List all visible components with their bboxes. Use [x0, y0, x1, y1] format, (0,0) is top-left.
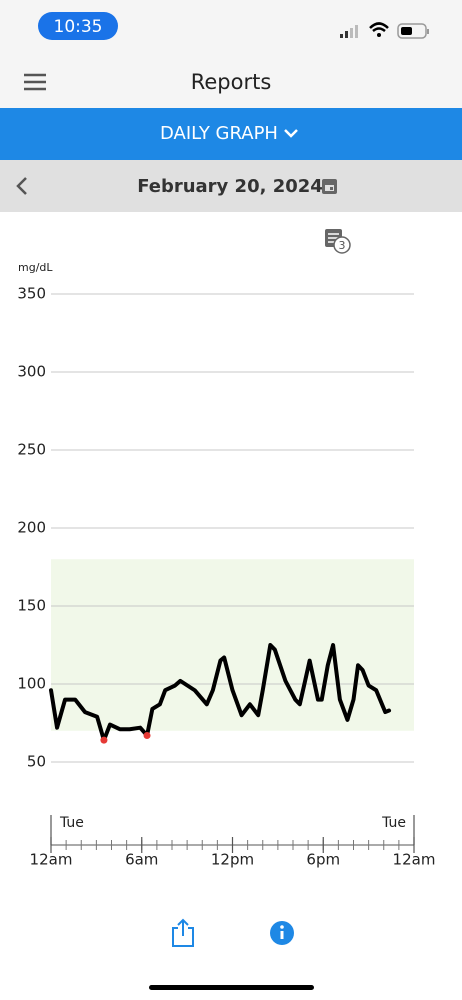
day-label: Tue — [59, 815, 84, 831]
time-pill — [38, 12, 118, 40]
menu-button[interactable] — [24, 73, 46, 91]
status-icons — [340, 22, 429, 39]
calendar-button[interactable] — [322, 179, 337, 194]
tab-label[interactable]: DAILY GRAPH — [160, 123, 278, 144]
x-tick-label: 6am — [125, 851, 158, 869]
glucose-line — [49, 643, 392, 743]
tab-chevron[interactable] — [284, 129, 298, 138]
status-time: 10:35 — [54, 17, 103, 37]
low-reading — [100, 736, 108, 744]
x-tick-label: 6pm — [306, 851, 340, 869]
date-bar — [0, 160, 462, 212]
y-tick-label: 150 — [17, 597, 46, 615]
y-axis-label: mg/dL — [18, 261, 53, 274]
share-button[interactable] — [172, 918, 194, 947]
y-tick-label: 300 — [17, 363, 46, 381]
plot: 50 100 150 200 250 300 350 12am 6am 12pm 6pm 12am Tu… — [17, 285, 435, 869]
info-button[interactable] — [270, 921, 294, 945]
home-indicator — [149, 985, 314, 990]
page-title: Reports — [191, 70, 272, 94]
tab-bar[interactable] — [0, 108, 462, 160]
y-tick-label: 100 — [17, 675, 46, 693]
target-range — [51, 559, 414, 731]
y-tick-label: 200 — [17, 519, 46, 537]
x-tick-label: 12pm — [211, 851, 254, 869]
x-tick-label: 12am — [30, 851, 73, 869]
y-tick-label: 50 — [27, 753, 46, 771]
low-reading — [143, 731, 151, 739]
y-tick-label: 350 — [17, 285, 46, 303]
notes-badge: 3 — [339, 239, 346, 252]
x-tick-label: 12am — [393, 851, 436, 869]
prev-day-button[interactable] — [16, 177, 27, 195]
notes-button[interactable]: 3 — [325, 229, 351, 254]
date-label: February 20, 2024 — [137, 176, 323, 197]
y-tick-label: 250 — [17, 441, 46, 459]
day-label: Tue — [381, 815, 406, 831]
